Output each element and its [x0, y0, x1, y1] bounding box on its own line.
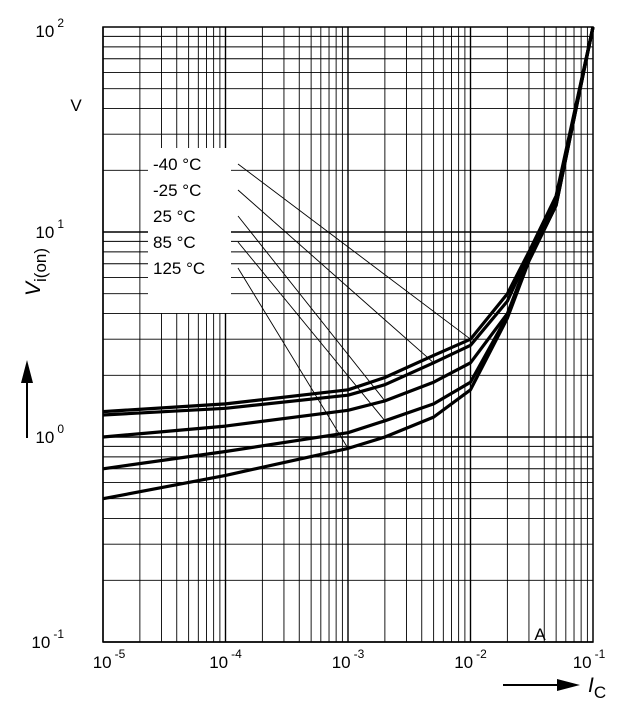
- legend-leader-line: [237, 189, 434, 364]
- y-axis-title-main: V: [22, 280, 45, 296]
- legend-label: -40 °C: [153, 155, 201, 174]
- curve-series: [102, 26, 595, 501]
- legend-leader-line: [237, 267, 349, 449]
- y-axis-title-sub: i(on): [31, 248, 50, 282]
- y-tick-label: 10 0: [35, 422, 64, 447]
- legend-leader-line: [237, 163, 471, 340]
- y-tick-label: 10 -1: [31, 627, 64, 652]
- curves: [102, 26, 595, 501]
- legend: -40 °C -25 °C 25 °C 85 °C 125 °C: [153, 155, 205, 278]
- y-axis-title: Vi(on): [22, 248, 50, 296]
- plot-frame: [102, 26, 594, 643]
- y-unit-label: V: [70, 96, 82, 115]
- x-tick-labels: 10 -5 10 -4 10 -3 10 -2 10 -1: [93, 647, 606, 672]
- x-axis-title-sub: C: [594, 683, 606, 702]
- y-axis-arrow: [21, 360, 33, 438]
- x-tick-label: 10 -1: [573, 647, 606, 672]
- legend-background: [148, 148, 231, 313]
- x-unit-label: A: [534, 625, 546, 644]
- x-axis-title-main: I: [588, 674, 594, 697]
- x-tick-label: 10 -5: [93, 647, 126, 672]
- y-tick-label: 10 2: [35, 16, 64, 41]
- x-axis-title: IC: [588, 674, 606, 702]
- x-tick-label: 10 -4: [209, 647, 242, 672]
- x-tick-label: 10 -2: [454, 647, 487, 672]
- legend-label: 25 °C: [153, 207, 196, 226]
- y-tick-label: 10 1: [35, 217, 64, 242]
- x-axis-arrow: [503, 679, 580, 691]
- legend-label: 125 °C: [153, 259, 205, 278]
- legend-label: -25 °C: [153, 181, 201, 200]
- minor-grid: [103, 27, 593, 642]
- x-tick-label: 10 -3: [332, 647, 365, 672]
- legend-label: 85 °C: [153, 233, 196, 252]
- legend-leader-line: [237, 215, 386, 402]
